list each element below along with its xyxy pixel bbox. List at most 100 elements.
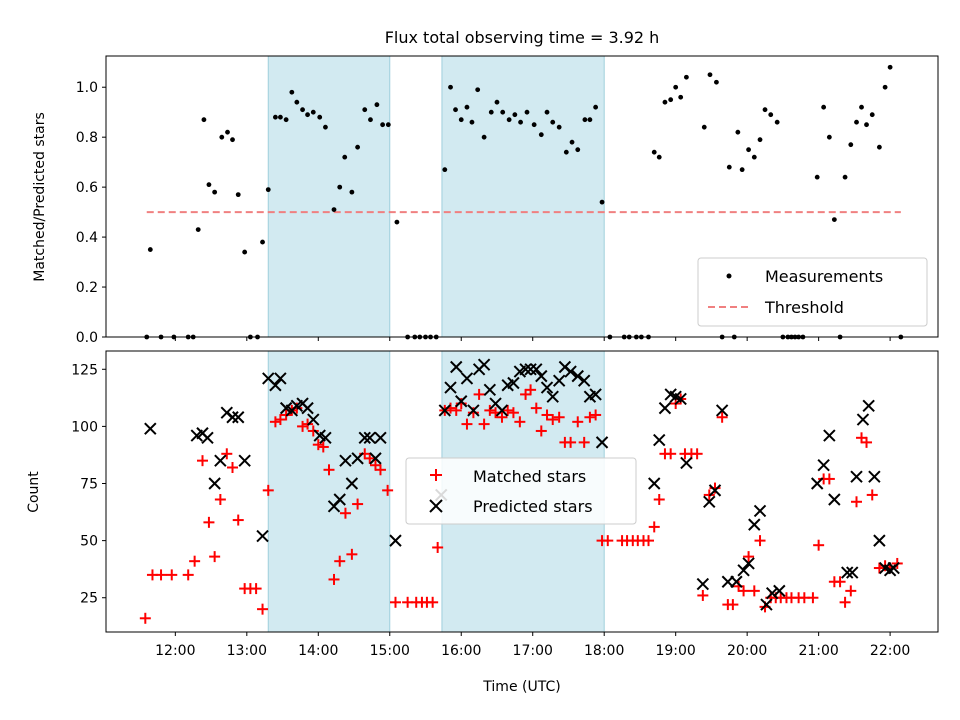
predicted-star-stroke-b <box>862 399 875 413</box>
predicted-star-stroke-b <box>460 372 474 385</box>
observing-windows-top <box>267 55 605 338</box>
matched-star-point <box>307 425 319 437</box>
predicted-star-point <box>333 493 346 506</box>
predicted-star-stroke-b <box>455 395 468 408</box>
predicted-star-point <box>345 477 359 490</box>
predicted-star-point <box>841 566 854 579</box>
measurement-point <box>453 107 458 113</box>
predicted-star-stroke-b <box>389 534 402 547</box>
matched-star-point <box>139 612 151 624</box>
predicted-star-point <box>208 477 221 490</box>
y-tick-label: 1.0 <box>76 80 98 96</box>
matched-star-point <box>250 583 262 595</box>
predicted-star-stroke-b <box>868 470 881 483</box>
y-tick-label: 0.2 <box>76 280 98 296</box>
predicted-star-point <box>483 383 497 397</box>
legend-threshold-label: Threshold <box>764 298 844 317</box>
predicted-star-stroke-b <box>489 397 502 410</box>
ratio-panel: 0.0 0.2 0.4 0.6 0.8 1.0 Flux total observing … <box>32 28 939 346</box>
measurement-point <box>380 122 386 128</box>
predicted-star-stroke-b <box>279 401 293 415</box>
predicted-star-stroke-b <box>846 566 859 579</box>
measurement-point <box>225 129 230 135</box>
matched-star-point <box>839 596 851 608</box>
predicted-star-stroke-b <box>524 363 537 376</box>
matched-star-point <box>743 551 755 563</box>
predicted-star-stroke-b <box>535 369 548 383</box>
matched-star-point <box>861 436 873 448</box>
predicted-star-point <box>363 431 376 445</box>
predicted-star-stroke-b <box>483 383 497 397</box>
predicted-star-stroke-b <box>850 470 863 483</box>
predicted-star-point <box>201 431 214 445</box>
predicted-star-stroke-b <box>648 477 661 490</box>
y-tick-label: 0.8 <box>76 130 98 146</box>
matched-star-point <box>813 539 825 551</box>
matched-star-point <box>262 484 274 496</box>
predicted-star-point <box>369 452 382 465</box>
ratio-legend: Measurements Threshold <box>697 257 928 327</box>
predicted-star-point <box>595 436 609 449</box>
matched-star-point <box>232 514 244 526</box>
measurement-point <box>273 114 278 120</box>
predicted-star-point <box>817 459 830 472</box>
measurement-point <box>544 109 550 115</box>
matched-star-point <box>203 516 215 528</box>
predicted-star-stroke-b <box>703 495 716 508</box>
predicted-star-stroke-b <box>589 388 602 401</box>
predicted-star-stroke-b <box>256 529 269 543</box>
matched-star-point <box>866 489 878 501</box>
legend-predicted-marker <box>429 499 443 513</box>
predicted-star-point <box>238 454 251 467</box>
count-panel: 25 50 75 100 125 12:00 13:00 14:00 15:00 16:00 17… <box>26 350 939 695</box>
measurement-point <box>582 117 588 123</box>
measurement-point <box>195 227 201 232</box>
matched-star-point <box>541 409 553 421</box>
matched-star-point <box>648 521 660 533</box>
top-x-ticks <box>174 337 891 341</box>
measurement-point <box>864 122 869 128</box>
measurement-point <box>283 117 289 123</box>
predicted-star-stroke-b <box>552 374 566 387</box>
predicted-star-stroke-b <box>760 598 773 611</box>
predicted-star-point <box>850 470 863 483</box>
matched-star-point <box>209 551 221 563</box>
measurement-point <box>876 144 882 150</box>
matched-star-point <box>473 388 485 400</box>
predicted-star-stroke-b <box>450 360 463 374</box>
measurement-point <box>774 119 780 125</box>
measurement-point <box>300 107 305 113</box>
predicted-star-point <box>887 561 900 575</box>
predicted-star-point <box>256 529 269 543</box>
matched-star-point <box>502 404 514 416</box>
measurement-point <box>569 139 575 145</box>
predicted-star-stroke-b <box>274 372 287 385</box>
matched-star-point <box>214 493 226 505</box>
predicted-star-point <box>535 369 548 383</box>
predicted-star-point <box>144 422 157 435</box>
matched-star-point <box>709 482 721 494</box>
measurement-point <box>201 117 207 123</box>
measurements-series <box>144 64 904 340</box>
predicted-star-stroke-b <box>737 564 750 577</box>
predicted-star-stroke-b <box>674 392 687 406</box>
predicted-star-point <box>828 493 841 506</box>
measurement-point <box>310 109 316 115</box>
predicted-star-point <box>737 564 750 577</box>
measurement-point <box>768 112 774 118</box>
predicted-star-stroke-b <box>841 566 854 579</box>
predicted-star-stroke-b <box>658 401 672 415</box>
measurement-point <box>230 137 235 143</box>
measurement-point <box>260 239 265 245</box>
matched-star-point <box>845 585 857 597</box>
predicted-star-point <box>232 411 245 424</box>
predicted-star-point <box>274 372 287 385</box>
measurement-point <box>506 117 512 123</box>
matched-star-point <box>257 603 269 615</box>
predicted-star-point <box>760 598 773 611</box>
legend-matched-marker <box>430 469 442 481</box>
top-y-ticks: 0.0 0.2 0.4 0.6 0.8 1.0 <box>76 80 106 346</box>
matched-star-point <box>182 569 194 581</box>
matched-star-point <box>716 411 728 423</box>
